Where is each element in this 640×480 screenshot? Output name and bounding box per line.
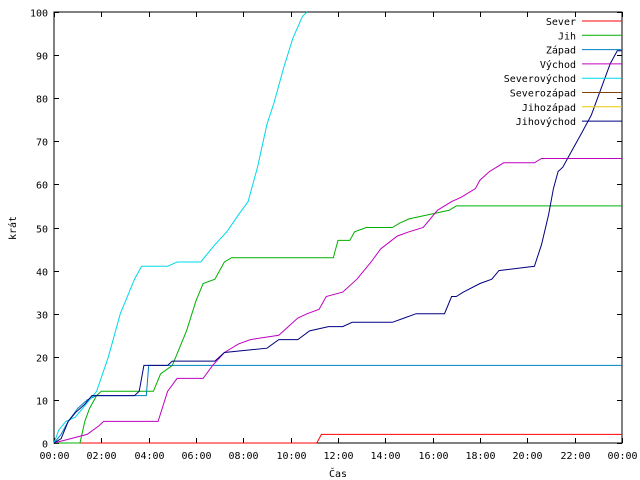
x-tick-label: 16:00 <box>418 451 448 462</box>
x-tick-label: 14:00 <box>370 451 400 462</box>
legend-label: Jihovýchod <box>516 116 576 128</box>
y-tick-label: 60 <box>36 181 48 192</box>
x-tick-label: 04:00 <box>134 451 164 462</box>
legend-label: Východ <box>540 59 576 71</box>
series-line-3 <box>53 364 622 444</box>
x-axis-label: Čas <box>329 467 347 480</box>
y-tick-label: 90 <box>36 52 48 63</box>
series-line-2 <box>54 205 622 444</box>
series-line-5 <box>53 11 308 444</box>
y-axis-label: krát <box>7 216 19 240</box>
x-tick-label: 10:00 <box>276 451 306 462</box>
legend-label: Jih <box>558 31 576 42</box>
x-tick-label: 18:00 <box>465 451 495 462</box>
series-line-1 <box>54 433 622 444</box>
legend-label: Jihozápad <box>522 102 576 114</box>
y-tick-label: 20 <box>36 354 48 365</box>
x-tick-label: 00:00 <box>39 451 69 462</box>
y-tick-label: 80 <box>36 95 48 106</box>
legend-label: Severozápad <box>510 88 576 100</box>
legend-label: Severovýchod <box>504 73 576 85</box>
y-tick-label: 40 <box>36 268 48 279</box>
y-tick-label: 70 <box>36 138 48 149</box>
x-tick-label: 02:00 <box>86 451 116 462</box>
y-tick-label: 30 <box>36 311 48 322</box>
x-tick-label: 12:00 <box>323 451 353 462</box>
x-tick-label: 08:00 <box>228 451 258 462</box>
x-tick-label: 22:00 <box>560 451 590 462</box>
series-line-8 <box>53 50 622 444</box>
x-tick-label: 06:00 <box>181 451 211 462</box>
x-tick-label: 00:00 <box>607 451 637 462</box>
series-line-4 <box>53 158 622 444</box>
y-tick-label: 100 <box>30 9 48 20</box>
y-tick-label: 0 <box>42 440 48 451</box>
axes: 00:00 02:00 04:00 06:00 08:00 10:00 12:00 14:00… <box>30 9 638 463</box>
legend-label: Západ <box>546 45 576 57</box>
x-tick-label: 20:00 <box>512 451 542 462</box>
y-tick-label: 50 <box>36 225 48 236</box>
legend: Sever Jih Západ Východ Severovýchod Severozáp… <box>504 17 622 128</box>
y-tick-label: 10 <box>36 397 48 408</box>
legend-label: Sever <box>546 17 576 28</box>
series-lines <box>53 11 622 444</box>
